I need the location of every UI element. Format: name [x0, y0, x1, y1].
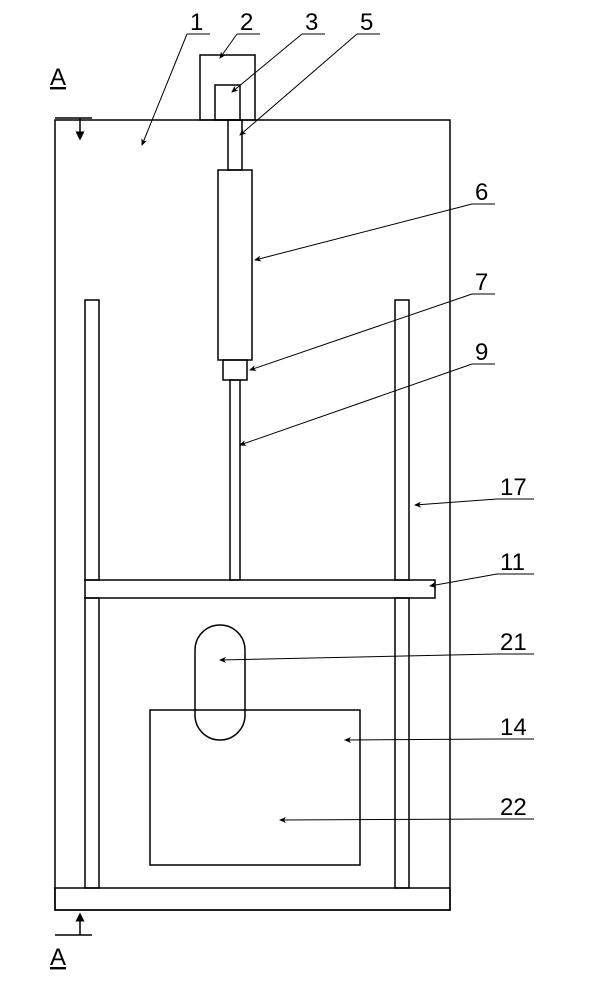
callout-label-17: 17	[500, 474, 527, 501]
leader-line-11	[430, 574, 497, 586]
leader-line-22	[280, 819, 497, 820]
leader-line-1	[142, 34, 187, 145]
callout-label-7: 7	[475, 269, 488, 296]
leader-line-14	[345, 739, 497, 740]
leader-line-3	[232, 34, 302, 92]
callout-label-22: 22	[500, 794, 527, 821]
callout-label-6: 6	[475, 179, 488, 206]
callout-label-3: 3	[305, 9, 318, 36]
section-mark-A-top: A	[50, 64, 66, 91]
callout-label-14: 14	[500, 714, 527, 741]
leader-line-6	[255, 204, 472, 260]
leader-line-9	[240, 364, 472, 445]
diagram-container: 1 2 3 5 6 7 9 17 11 21 14 22 A A	[0, 0, 610, 1000]
callout-label-21: 21	[500, 629, 527, 656]
callout-label-2: 2	[240, 9, 253, 36]
callout-label-11: 11	[500, 549, 525, 576]
technical-drawing: 1 2 3 5 6 7 9 17 11 21 14 22 A A	[0, 0, 610, 1000]
leader-line-17	[415, 499, 497, 505]
section-mark-A-bottom: A	[50, 944, 66, 971]
callout-label-5: 5	[360, 9, 373, 36]
callout-label-1: 1	[190, 9, 203, 36]
leader-line-7	[250, 294, 472, 370]
leader-line-21	[220, 654, 497, 660]
callout-label-9: 9	[475, 339, 488, 366]
